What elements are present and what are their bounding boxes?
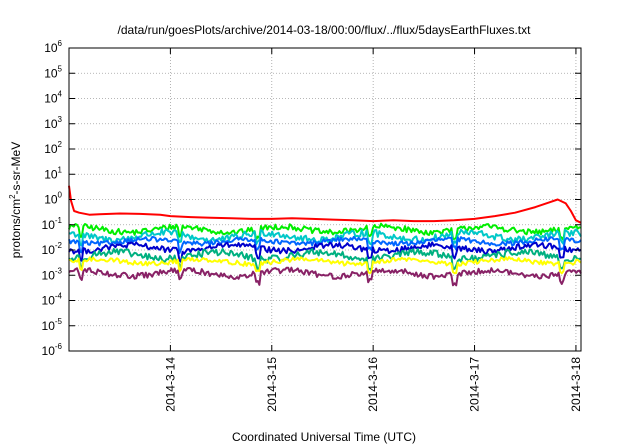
grid-layer: [69, 48, 581, 351]
flux-series-line: [68, 241, 582, 263]
y-tick-label: 102: [44, 140, 62, 156]
y-axis-title: protons/cm2-s-sr-MeV: [8, 142, 23, 258]
flux-series-line: [68, 235, 582, 255]
y-tick-label: 10-3: [42, 266, 63, 282]
x-tick-labels: 2014-3-14 2014-3-15 2014-3-16 2014-3-17 2014…: [163, 357, 583, 412]
y-tick-label: 103: [44, 115, 62, 131]
y-tick-label: 106: [44, 39, 62, 55]
x-axis-title: Coordinated Universal Time (UTC): [232, 430, 416, 444]
flux-series-line: [68, 256, 582, 275]
y-tick-label: 10-4: [42, 292, 63, 308]
flux-series-line: [68, 266, 582, 287]
flux-series-line: [68, 228, 582, 247]
y-tick-labels: 10-6 10-5 10-4 10-3 10-2 10-1 100 101 102 103 104 1…: [42, 39, 63, 358]
y-tick-label: 101: [44, 165, 62, 181]
tick-layer: [69, 47, 581, 352]
flux-series-line: [68, 222, 582, 242]
x-tick-label: 2014-3-15: [265, 357, 279, 412]
y-tick-label: 10-5: [42, 317, 63, 333]
series-layer: [68, 185, 582, 287]
y-tick-label: 105: [44, 64, 62, 80]
x-tick-label: 2014-3-14: [163, 357, 177, 412]
flux-series-line: [68, 247, 582, 272]
x-tick-label: 2014-3-18: [569, 357, 583, 412]
flux-series-line: [68, 185, 582, 224]
y-tick-label: 10-2: [42, 241, 63, 257]
x-tick-label: 2014-3-16: [366, 357, 380, 412]
y-tick-label: 10-6: [42, 342, 63, 358]
chart-title: /data/run/goesPlots/archive/2014-03-18/0…: [118, 23, 532, 37]
y-tick-label: 100: [44, 191, 62, 207]
x-tick-label: 2014-3-17: [468, 357, 482, 412]
y-tick-label: 104: [44, 90, 62, 106]
y-tick-label: 10-1: [42, 216, 63, 232]
